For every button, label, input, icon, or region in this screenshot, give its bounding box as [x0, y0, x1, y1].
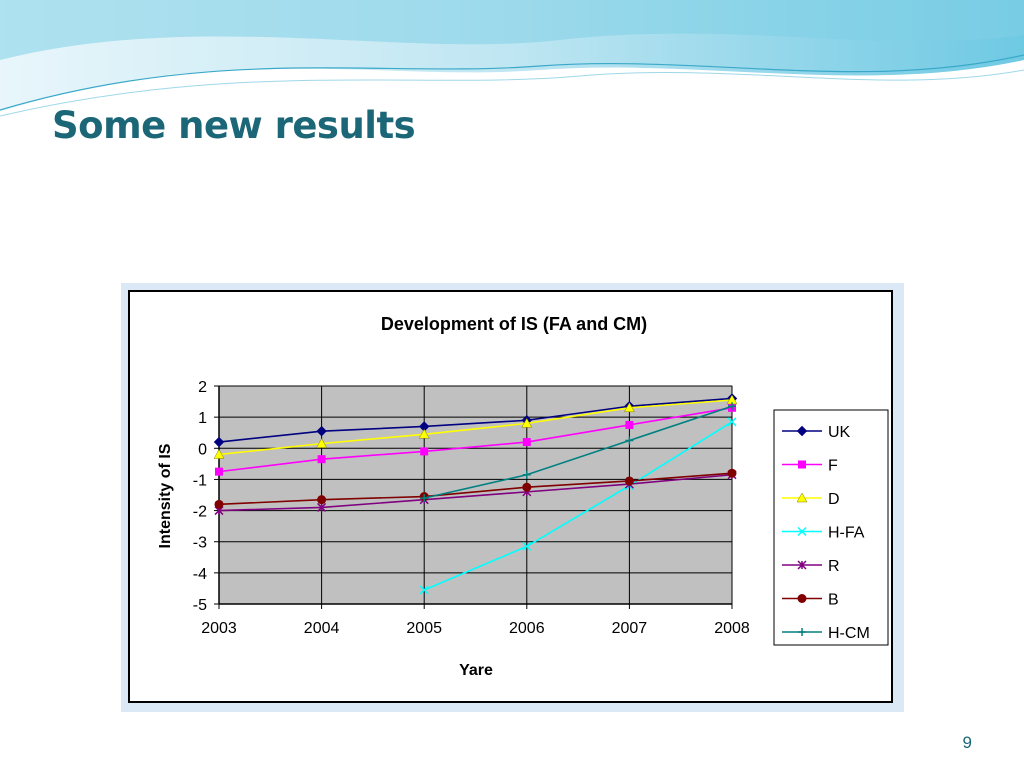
point-b: [214, 499, 224, 509]
point-d: [213, 448, 225, 459]
point-d: [418, 428, 430, 439]
point-h-cm: [625, 436, 634, 445]
slide-title: Some new results: [52, 104, 416, 147]
point-d: [623, 402, 635, 413]
y-tick-label: -2: [193, 504, 207, 521]
series-line-b: [218, 472, 733, 506]
legend-marker-d: [796, 492, 808, 503]
y-tick-label: 0: [198, 441, 207, 458]
point-h-cm: [728, 402, 736, 411]
point-h-fa: [419, 585, 429, 595]
chart-title: Development of IS (FA and CM): [381, 314, 647, 334]
axes: 2 1 0 -1 -2 -3 -4 -5 2003 2004 2005 2006 2007 2008: [193, 379, 750, 637]
legend-label-f: F: [828, 458, 838, 475]
legend-label-uk: UK: [828, 424, 851, 441]
point-b: [624, 476, 634, 486]
point-f: [317, 455, 326, 464]
y-tick-label: -4: [193, 566, 207, 583]
point-h-fa: [727, 417, 737, 427]
line-chart: Development of IS (FA and CM) Intensity …: [157, 314, 889, 679]
point-f: [625, 420, 634, 429]
point-h-cm: [522, 470, 531, 479]
x-tick-label: 2005: [406, 620, 442, 637]
series-line-h-fa: [423, 421, 733, 591]
point-d: [521, 417, 533, 428]
legend-marker-r: [797, 560, 807, 570]
legend-marker-b: [797, 594, 807, 603]
series-line-d: [218, 399, 733, 456]
point-f: [215, 467, 223, 476]
decorative-wave-header: [0, 0, 1024, 117]
y-tick-label: -1: [193, 472, 207, 489]
legend-marker-h-cm: [798, 628, 806, 636]
x-axis-label: Yare: [459, 662, 493, 679]
point-d: [316, 438, 328, 448]
x-tick-label: 2008: [714, 620, 750, 637]
x-tick-label: 2007: [612, 620, 648, 637]
point-f: [420, 447, 429, 456]
point-f: [522, 438, 531, 447]
x-tick-label: 2003: [201, 620, 237, 637]
y-axis-label: Intensity of IS: [157, 443, 174, 548]
data-series: [213, 393, 738, 595]
legend-label-b: B: [828, 592, 839, 609]
y-tick-label: 2: [198, 379, 207, 396]
legend-box: [773, 409, 889, 646]
legend-marker-f: [798, 460, 806, 469]
point-h-fa: [522, 541, 532, 551]
legend: UK FD H-FA RB H-CM: [773, 409, 889, 646]
point-b: [317, 495, 327, 505]
point-h-cm: [420, 494, 429, 503]
point-uk: [213, 436, 225, 448]
series-line-r: [218, 473, 733, 512]
legend-label-h-cm: H-CM: [828, 625, 870, 642]
point-b: [522, 482, 532, 492]
legend-label-r: R: [828, 558, 840, 575]
y-tick-label: -5: [193, 597, 207, 614]
x-tick-label: 2006: [509, 620, 545, 637]
y-tick-label: 1: [198, 410, 207, 427]
series-line-h-cm: [424, 405, 733, 499]
legend-marker-uk: [796, 425, 808, 437]
legend-label-h-fa: H-FA: [828, 525, 865, 542]
chart-panel: Development of IS (FA and CM) Intensity …: [128, 290, 893, 703]
legend-label-d: D: [828, 491, 840, 508]
series-line-uk: [218, 397, 733, 443]
legend-marker-h-fa: [797, 526, 807, 537]
x-tick-label: 2004: [304, 620, 340, 637]
point-b: [727, 468, 737, 478]
point-r: [317, 502, 327, 512]
y-tick-label: -3: [193, 535, 207, 552]
point-uk: [316, 425, 327, 437]
series-line-f: [218, 407, 733, 473]
page-number: 9: [962, 733, 972, 752]
